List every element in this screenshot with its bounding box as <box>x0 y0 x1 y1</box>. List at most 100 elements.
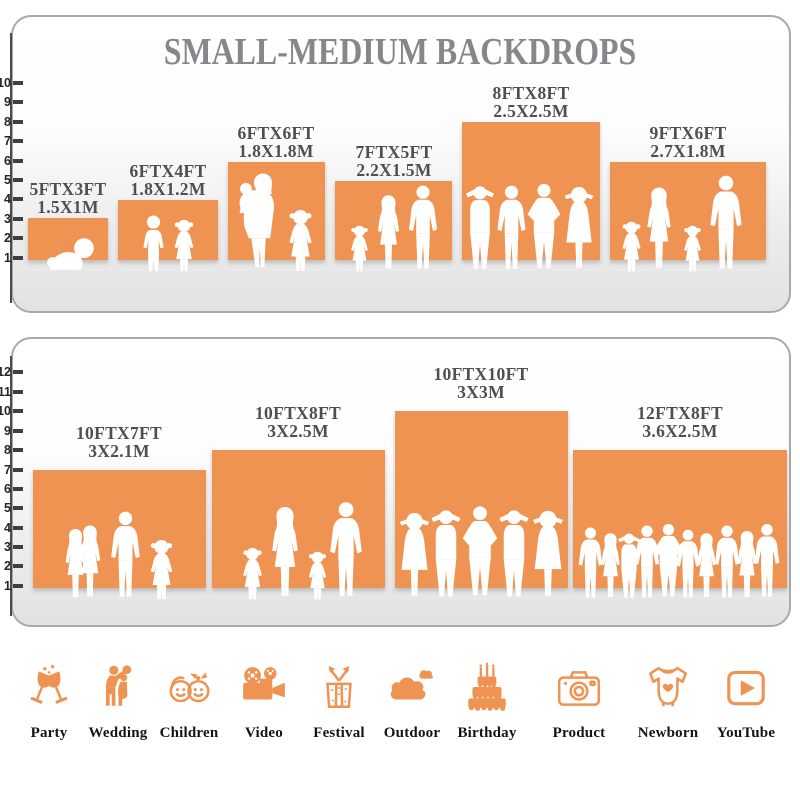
birthday-icon <box>468 662 506 711</box>
axis-tick: 9 <box>0 95 26 109</box>
tick-dash-icon <box>13 159 23 163</box>
newborn-icon <box>649 666 687 707</box>
axis-tick-label: 10 <box>0 404 11 418</box>
silhouette-girl <box>347 225 372 273</box>
silhouette-woman <box>75 525 105 601</box>
outdoor-icon <box>390 670 433 700</box>
tick-dash-icon <box>13 81 23 85</box>
axis-tick-label: 8 <box>4 115 11 129</box>
backdrop-bar-10x10 <box>395 411 568 588</box>
silhouette-man <box>328 501 364 601</box>
tick-dash-icon <box>13 506 23 510</box>
bar-size-label: 6FTX6FT 1.8X1.8M <box>237 123 315 161</box>
axis-tick: 5 <box>0 501 26 515</box>
axis-tick-label: 11 <box>0 385 11 399</box>
category-label: Birthday <box>457 725 517 741</box>
tick-dash-icon <box>13 448 23 452</box>
tick-dash-icon <box>13 256 23 260</box>
axis-tick: 3 <box>0 212 26 226</box>
axis-tick-label: 4 <box>4 192 11 206</box>
silhouette-man-hands-on-hips <box>526 183 562 273</box>
category-outdoor: Outdoor <box>366 662 458 742</box>
tick-dash-icon <box>13 564 23 568</box>
silhouette-man <box>708 175 744 273</box>
wedding-icon <box>106 665 132 706</box>
bar-size-label: 9FTX6FT 2.7X1.8M <box>649 123 727 161</box>
tick-dash-icon <box>13 217 23 221</box>
silhouette-girl <box>238 547 267 601</box>
tick-dash-icon <box>13 197 23 201</box>
tick-dash-icon <box>13 390 23 394</box>
axis-tick-label: 6 <box>4 154 11 168</box>
axis-tick: 6 <box>0 154 26 168</box>
bar-size-label: 7FTX5FT 2.2X1.5M <box>355 142 433 180</box>
silhouette-woman-arms-up <box>528 509 568 601</box>
silhouette-man-arms-up <box>462 183 498 273</box>
axis-tick-label: 9 <box>4 95 11 109</box>
tick-dash-icon <box>13 487 23 491</box>
tick-dash-icon <box>13 429 23 433</box>
axis-tick: 2 <box>0 231 26 245</box>
backdrop-bar-8x8 <box>462 122 600 260</box>
axis-tick: 4 <box>0 192 26 206</box>
axis-tick-label: 9 <box>4 424 11 438</box>
silhouette-man-arms-up <box>427 507 465 601</box>
tick-dash-icon <box>13 139 23 143</box>
bar-size-label: 6FTX4FT 1.8X1.2M <box>129 161 207 199</box>
backdrop-bar-12x8 <box>573 450 787 588</box>
party-icon <box>30 664 68 704</box>
axis-tick-label: 7 <box>4 134 11 148</box>
bar-size-label: 10FTX8FT 3X2.5M <box>254 403 341 441</box>
axis-tick: 10 <box>0 76 26 90</box>
axis-tick-label: 7 <box>4 463 11 477</box>
page-title: SMALL-MEDIUM BACKDROPS <box>163 31 637 73</box>
children-icon <box>169 672 210 703</box>
axis-tick-label: 2 <box>4 231 11 245</box>
ruler-line-top <box>10 33 12 303</box>
axis-tick-label: 3 <box>4 212 11 226</box>
category-label: Festival <box>313 725 365 741</box>
category-video: Video <box>218 662 310 742</box>
category-label: Product <box>552 725 606 741</box>
silhouette-baby-crawling <box>41 237 96 273</box>
silhouette-girl <box>618 221 645 273</box>
tick-dash-icon <box>13 178 23 182</box>
axis-tick-label: 10 <box>0 76 11 90</box>
axis-tick-label: 1 <box>4 579 11 593</box>
axis-tick: 6 <box>0 482 26 496</box>
axis-tick: 11 <box>0 385 26 399</box>
silhouette-woman <box>266 507 304 601</box>
axis-tick-label: 4 <box>4 521 11 535</box>
silhouette-girl <box>170 219 198 273</box>
video-icon <box>243 667 285 700</box>
category-birthday: Birthday <box>441 662 533 742</box>
category-product: Product <box>533 662 625 742</box>
tick-dash-icon <box>13 100 23 104</box>
youtube-icon <box>727 670 765 706</box>
bar-size-label: 5FTX3FT 1.5X1M <box>29 179 107 217</box>
silhouette-man <box>109 511 142 601</box>
tick-dash-icon <box>13 409 23 413</box>
backdrop-bar-5x3 <box>28 218 108 260</box>
axis-tick: 1 <box>0 251 26 265</box>
axis-tick: 7 <box>0 463 26 477</box>
category-label: Wedding <box>88 725 148 741</box>
festival-icon <box>326 666 352 708</box>
tick-dash-icon <box>13 120 23 124</box>
tick-dash-icon <box>13 370 23 374</box>
axis-tick: 4 <box>0 521 26 535</box>
axis-tick-label: 5 <box>4 173 11 187</box>
silhouette-woman <box>642 187 676 273</box>
bar-size-label: 8FTX8FT 2.5X2.5M <box>492 83 570 121</box>
axis-tick-label: 12 <box>0 365 11 379</box>
silhouette-girl <box>304 551 331 601</box>
silhouette-woman-arms-up <box>560 185 598 273</box>
axis-tick: 2 <box>0 559 26 573</box>
bar-size-label: 12FTX8FT 3.6X2.5M <box>636 403 723 441</box>
axis-tick: 8 <box>0 115 26 129</box>
silhouette-girl <box>284 209 317 273</box>
axis-tick: 9 <box>0 424 26 438</box>
axis-tick: 1 <box>0 579 26 593</box>
axis-tick: 5 <box>0 173 26 187</box>
